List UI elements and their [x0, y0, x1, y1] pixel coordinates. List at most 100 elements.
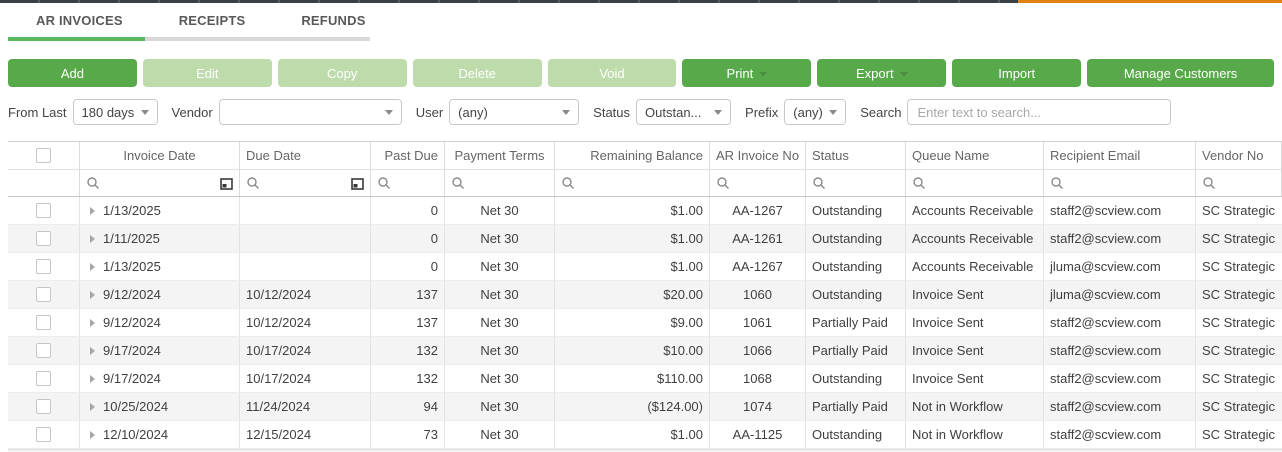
row-checkbox[interactable] [36, 203, 51, 218]
past-due-cell: 0 [430, 203, 438, 218]
remaining-balance-cell: $1.00 [670, 427, 703, 442]
table-row[interactable]: 9/17/2024 10/17/2024 132 Net 30 $110.00 … [8, 365, 1282, 393]
vendor-no-filter[interactable] [1196, 170, 1282, 196]
queue-name-cell: Accounts Receivable [912, 231, 1034, 246]
tab-bar: AR INVOICES RECEIPTS REFUNDS [8, 3, 1282, 41]
row-checkbox[interactable] [36, 315, 51, 330]
void-button[interactable]: Void [547, 59, 677, 87]
invoice-date-cell: 1/13/2025 [103, 259, 161, 274]
ar-invoice-no-filter[interactable] [710, 170, 806, 196]
top-dark-bar [0, 0, 1018, 3]
row-checkbox[interactable] [36, 371, 51, 386]
column-header-due-date[interactable]: Due Date [240, 142, 371, 169]
export-button[interactable]: Export [817, 59, 947, 87]
column-header-payment-terms[interactable]: Payment Terms [445, 142, 555, 169]
invoice-date-cell: 9/17/2024 [103, 371, 161, 386]
filter-bar: From Last 180 days Vendor User (any) Sta… [8, 98, 1282, 126]
table-row[interactable]: 9/12/2024 10/12/2024 137 Net 30 $9.00 10… [8, 309, 1282, 337]
status-filter[interactable] [806, 170, 906, 196]
row-checkbox[interactable] [36, 427, 51, 442]
import-button[interactable]: Import [952, 59, 1082, 87]
payment-terms-cell: Net 30 [480, 203, 519, 218]
row-checkbox[interactable] [36, 287, 51, 302]
remaining-balance-cell: $1.00 [670, 231, 703, 246]
table-row[interactable]: 1/13/2025 0 Net 30 $1.00 AA-1267 Outstan… [8, 197, 1282, 225]
table-row[interactable]: 9/17/2024 10/17/2024 132 Net 30 $10.00 1… [8, 337, 1282, 365]
tab-ar-invoices[interactable]: AR INVOICES [36, 12, 123, 28]
row-checkbox[interactable] [36, 399, 51, 414]
column-header-status[interactable]: Status [806, 142, 906, 169]
search-icon [562, 177, 574, 189]
past-due-filter[interactable] [371, 170, 445, 196]
invoice-date-cell: 12/10/2024 [103, 427, 169, 442]
row-expander-icon[interactable] [90, 374, 95, 383]
table-row[interactable]: 9/12/2024 10/12/2024 137 Net 30 $20.00 1… [8, 281, 1282, 309]
search-icon [452, 177, 464, 189]
column-header-recipient-email[interactable]: Recipient Email [1044, 142, 1196, 169]
table-row[interactable]: 10/25/2024 11/24/2024 94 Net 30 ($124.00… [8, 393, 1282, 421]
table-row[interactable]: 1/11/2025 0 Net 30 $1.00 AA-1261 Outstan… [8, 225, 1282, 253]
column-header-ar-invoice-no[interactable]: AR Invoice No [710, 142, 806, 169]
select-all-checkbox[interactable] [36, 148, 51, 163]
row-expander-icon[interactable] [90, 262, 95, 271]
status-cell: Outstanding [812, 287, 883, 302]
calendar-icon[interactable] [351, 177, 364, 190]
invoice-date-filter[interactable] [80, 170, 240, 196]
chevron-down-icon [140, 109, 149, 115]
column-header-queue-name[interactable]: Queue Name [906, 142, 1044, 169]
prefix-value: (any) [793, 104, 823, 120]
row-expander-icon[interactable] [90, 290, 95, 299]
tab-refunds[interactable]: REFUNDS [301, 12, 366, 28]
vendor-select[interactable] [218, 99, 402, 125]
column-header-vendor-no[interactable]: Vendor No [1196, 142, 1282, 169]
calendar-icon[interactable] [220, 177, 233, 190]
vendor-no-cell: SC Strategic [1202, 371, 1275, 386]
delete-button[interactable]: Delete [412, 59, 542, 87]
column-header-past-due[interactable]: Past Due [371, 142, 445, 169]
queue-name-cell: Accounts Receivable [912, 203, 1034, 218]
remaining-balance-filter[interactable] [555, 170, 710, 196]
table-row[interactable]: 12/10/2024 12/15/2024 73 Net 30 $1.00 AA… [8, 421, 1282, 449]
vendor-no-cell: SC Strategic [1202, 287, 1275, 302]
vendor-no-cell: SC Strategic [1202, 259, 1275, 274]
invoice-date-cell: 9/12/2024 [103, 315, 161, 330]
ar-invoice-no-cell: AA-1125 [732, 427, 783, 442]
edit-button[interactable]: Edit [142, 59, 272, 87]
payment-terms-cell: Net 30 [480, 287, 519, 302]
row-expander-icon[interactable] [90, 318, 95, 327]
row-checkbox[interactable] [36, 231, 51, 246]
column-header-invoice-date[interactable]: Invoice Date [80, 142, 240, 169]
row-expander-icon[interactable] [90, 206, 95, 215]
row-expander-icon[interactable] [90, 430, 95, 439]
search-icon [913, 177, 925, 189]
status-select[interactable]: Outstan... [636, 99, 732, 125]
user-select[interactable]: (any) [449, 99, 580, 125]
manage-customers-button[interactable]: Manage Customers [1087, 59, 1275, 87]
payment-terms-filter[interactable] [445, 170, 555, 196]
recipient-email-cell: staff2@scview.com [1050, 399, 1162, 414]
row-expander-icon[interactable] [90, 346, 95, 355]
recipient-email-cell: jluma@scview.com [1050, 287, 1161, 302]
prefix-select[interactable]: (any) [784, 99, 847, 125]
search-input[interactable] [907, 99, 1172, 125]
from-last-select[interactable]: 180 days [72, 99, 158, 125]
due-date-filter[interactable] [240, 170, 371, 196]
row-expander-icon[interactable] [90, 402, 95, 411]
row-checkbox[interactable] [36, 259, 51, 274]
add-button[interactable]: Add [8, 59, 137, 87]
row-expander-icon[interactable] [90, 234, 95, 243]
row-checkbox[interactable] [36, 343, 51, 358]
copy-button[interactable]: Copy [277, 59, 407, 87]
search-icon [247, 177, 259, 189]
payment-terms-cell: Net 30 [480, 259, 519, 274]
column-header-remaining-balance[interactable]: Remaining Balance [555, 142, 710, 169]
queue-name-cell: Invoice Sent [912, 371, 984, 386]
table-row[interactable]: 1/13/2025 0 Net 30 $1.00 AA-1267 Outstan… [8, 253, 1282, 281]
queue-name-filter[interactable] [906, 170, 1044, 196]
past-due-cell: 0 [430, 259, 438, 274]
tab-receipts[interactable]: RECEIPTS [178, 12, 246, 28]
print-button[interactable]: Print [682, 59, 812, 87]
recipient-email-filter[interactable] [1044, 170, 1196, 196]
past-due-cell: 132 [416, 371, 438, 386]
user-label: User [415, 104, 444, 120]
